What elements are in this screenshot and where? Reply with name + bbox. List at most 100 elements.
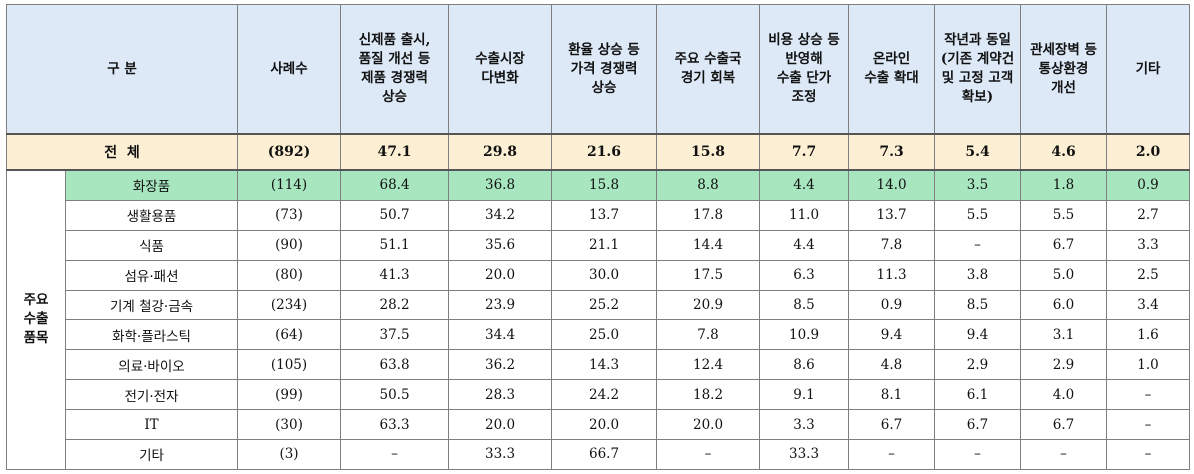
row-value: 8.8 [656, 169, 761, 201]
row-value: 20.0 [551, 409, 658, 441]
row-value: 11.0 [759, 199, 850, 231]
row-value: 21.1 [551, 229, 658, 261]
row-value: 14.4 [656, 229, 761, 261]
row-value: 2.9 [1020, 349, 1108, 381]
row-value: 14.3 [551, 349, 658, 381]
header-line: 신제품 출시, [358, 32, 431, 48]
row-value: 3.8 [934, 259, 1022, 291]
row-count: (30) [237, 409, 342, 441]
row-value: 25.0 [551, 319, 658, 351]
total-value: 7.3 [848, 133, 936, 171]
row-value: 9.4 [934, 319, 1022, 351]
header-line: 경기 회복 [680, 70, 736, 86]
row-value: 4.4 [759, 229, 850, 261]
group-label-line: 주요 [23, 292, 49, 309]
header-line: 품질 개선 등 [358, 51, 431, 67]
row-value: 30.0 [551, 259, 658, 291]
table-row: 기타 (3) –33.3 66.7–33.3– – – – [7, 439, 1190, 470]
table-row: 전기·전자 (99) 50.5 28.3 24.2 18.2 9.1 8.1 6.1 4.0– [7, 379, 1190, 411]
header-line: 반영해 [785, 51, 823, 67]
row-value: 35.6 [448, 229, 553, 261]
header-line: 작년과 동일 [944, 32, 1011, 48]
row-value: 20.0 [448, 409, 553, 441]
row-count: (114) [237, 169, 342, 201]
total-row: 전 체 (892) 47.1 29.8 21.6 15.8 7.7 7.3 5.4 4.6 2.0 [5, 133, 1190, 171]
total-value: 21.6 [551, 133, 658, 171]
row-value: 6.3 [759, 259, 850, 291]
row-value: – [1020, 439, 1108, 470]
row-value: 6.0 [1020, 289, 1108, 321]
row-value: 41.3 [340, 259, 450, 291]
row-label: 기계 철강·금속 [64, 289, 239, 321]
row-label: 전기·전자 [64, 379, 239, 411]
row-count: (80) [237, 259, 342, 291]
export-reasons-table: 구 분 사례수 신제품 출시, 품질 개선 등 제품 경쟁력 상승 수출시장 다변화 환율 상승… [5, 4, 1190, 470]
row-value: 50.5 [340, 379, 450, 411]
table-row: 식품 (90) 51.1 35.6 21.1 14.4 4.4 7.8–6.7 3.3 [7, 229, 1190, 261]
row-count: (99) [237, 379, 342, 411]
table-row: 생활용품 (73) 50.7 34.2 13.7 17.8 11.0 13.7 5.5 5.5 2.… [7, 199, 1190, 231]
row-value: 8.6 [759, 349, 850, 381]
row-value: 7.8 [656, 319, 761, 351]
row-label: 의료·바이오 [64, 349, 239, 381]
total-value: 5.4 [934, 133, 1022, 171]
table-row: 기계 철강·금속 (234) 28.2 23.9 25.2 20.9 8.5 0.9 8.5 6.… [7, 289, 1190, 321]
row-value: 50.7 [340, 199, 450, 231]
header-line: 주요 수출국 [674, 51, 742, 67]
row-value: 36.2 [448, 349, 553, 381]
header-line: 수출 단가 [776, 70, 832, 86]
total-value: 15.8 [656, 133, 761, 171]
row-value: 11.3 [848, 259, 936, 291]
row-value: 25.2 [551, 289, 658, 321]
row-value: 15.8 [551, 169, 658, 201]
row-label: 생활용품 [64, 199, 239, 231]
header-reason: 작년과 동일 (기존 계약건 및 고정 고객 확보) [934, 4, 1022, 135]
row-value: 3.3 [1106, 229, 1190, 261]
row-value: 13.7 [848, 199, 936, 231]
row-value: 34.2 [448, 199, 553, 231]
header-line: 환율 상승 등 [568, 41, 640, 58]
total-value: 47.1 [340, 133, 450, 171]
row-value: 36.8 [448, 169, 553, 201]
row-value: 51.1 [340, 229, 450, 261]
row-label: 식품 [64, 229, 239, 261]
header-reason: 환율 상승 등 가격 경쟁력 상승 [551, 4, 658, 135]
header-line: 사례수 [270, 60, 308, 77]
row-value: – [1106, 379, 1190, 411]
table-row: 섬유·패션 (80) 41.3 20.0 30.0 17.5 6.3 11.3 3.8 5.0 2.… [7, 259, 1190, 291]
header-line: 기타 [1135, 60, 1161, 77]
row-value: 2.9 [934, 349, 1022, 381]
header-line: 가격 경쟁력 [570, 60, 638, 77]
header-line: 수출 확대 [864, 70, 919, 86]
row-value: 0.9 [848, 289, 936, 321]
row-value: 34.4 [448, 319, 553, 351]
row-value: 2.7 [1106, 199, 1190, 231]
row-label: 기타 [64, 439, 239, 470]
row-count: (3) [237, 439, 342, 470]
row-value: 33.3 [448, 439, 553, 470]
row-label: 섬유·패션 [64, 259, 239, 291]
group-label-line: 수출 [23, 311, 49, 328]
header-reason: 수출시장 다변화 [448, 4, 553, 135]
row-value: 20.9 [656, 289, 761, 321]
total-count: (892) [237, 133, 342, 171]
row-value: 1.6 [1106, 319, 1190, 351]
row-count: (90) [237, 229, 342, 261]
header-line: 온라인 [872, 51, 911, 67]
row-value: 3.1 [1020, 319, 1108, 351]
group-label-line: 품목 [23, 330, 49, 347]
row-label: 화학·플라스틱 [64, 319, 239, 351]
header-line: 제품 경쟁력 [361, 70, 428, 86]
row-value: 6.7 [1020, 409, 1108, 441]
row-value: 5.5 [934, 199, 1022, 231]
row-value: – [848, 439, 936, 470]
row-value: 6.7 [934, 409, 1022, 441]
header-line: 조정 [791, 89, 817, 105]
header-line: 다변화 [481, 70, 519, 86]
header-line: 관세장벽 등 [1030, 41, 1097, 58]
header-line: 비용 상승 등 [768, 32, 840, 48]
row-value: 18.2 [656, 379, 761, 411]
header-line: 확보) [961, 89, 994, 105]
